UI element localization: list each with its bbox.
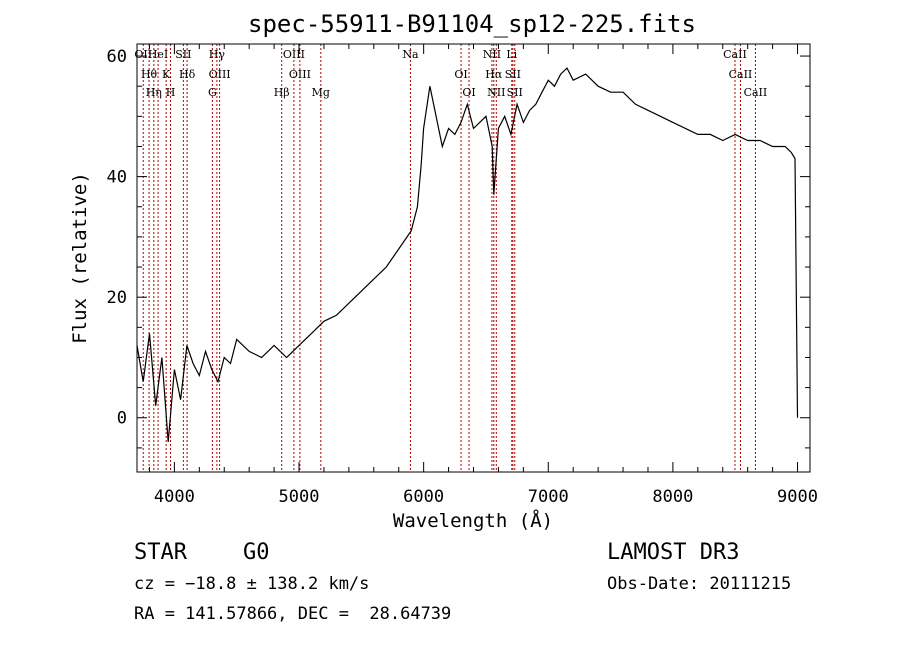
line-label: OIII — [289, 68, 311, 81]
plot-frame — [136, 43, 811, 473]
line-labels-layer: OIIHθHηHeIKHSIIHδGHγOIIIHβOIIIOIIIMgNaOI… — [134, 48, 767, 99]
x-tick-label: 6000 — [403, 487, 444, 507]
spectrum-line — [136, 67, 799, 442]
line-label: CaII — [729, 68, 753, 81]
object-class: STAR — [134, 540, 187, 565]
x-tick-label: 5000 — [279, 487, 320, 507]
line-label: NII — [483, 48, 501, 61]
line-label: Mg — [312, 86, 330, 99]
x-tick-label: 8000 — [652, 487, 693, 507]
line-label: OIII — [283, 48, 305, 61]
line-label: Hη — [146, 86, 162, 99]
coordinates: RA = 141.57866, DEC = 28.64739 — [134, 604, 452, 624]
obs-date: Obs-Date: 20111215 — [607, 574, 792, 594]
line-label: Hγ — [209, 48, 226, 61]
redshift-readout: cz = −18.8 ± 138.2 km/s — [134, 574, 370, 594]
line-label: G — [208, 86, 217, 99]
line-label: OI — [462, 86, 475, 99]
survey-name: LAMOST DR3 — [607, 540, 740, 565]
line-label: CaII — [723, 48, 747, 61]
line-label: OI — [454, 68, 467, 81]
object-subclass: G0 — [243, 540, 270, 565]
line-label: H — [166, 86, 176, 99]
line-label: CaII — [744, 86, 768, 99]
x-tick-label: 7000 — [528, 487, 569, 507]
line-label: Hδ — [179, 68, 196, 81]
line-label: Hβ — [274, 86, 290, 99]
line-label: NII — [487, 86, 505, 99]
line-label: Hα — [485, 68, 503, 81]
x-axis-label: Wavelength (Å) — [393, 509, 553, 532]
line-label: HeI — [148, 48, 168, 61]
line-label: SII — [505, 68, 521, 81]
line-label: OII — [134, 48, 152, 61]
line-label: Na — [402, 48, 419, 61]
x-tick-label: 9000 — [777, 487, 818, 507]
y-axis: 0 20 40 60 — [107, 47, 810, 449]
y-tick-label: 20 — [107, 288, 127, 308]
y-axis-label: Flux (relative) — [69, 172, 91, 344]
line-label: OIII — [209, 68, 231, 81]
y-tick-label: 40 — [107, 168, 127, 188]
line-label: SII — [175, 48, 191, 61]
line-label: Li — [506, 48, 517, 61]
line-label: K — [162, 68, 171, 81]
x-axis: 4000 5000 6000 7000 8000 9000 — [148, 44, 818, 507]
series-layer — [136, 67, 799, 442]
emission-lines-layer — [142, 44, 756, 472]
line-label: SII — [507, 86, 523, 99]
y-tick-label: 0 — [117, 409, 127, 429]
line-label: Hθ — [141, 68, 158, 81]
y-tick-label: 60 — [107, 47, 127, 67]
x-tick-label: 4000 — [154, 487, 195, 507]
chart-title: spec-55911-B91104_sp12-225.fits — [248, 10, 696, 38]
